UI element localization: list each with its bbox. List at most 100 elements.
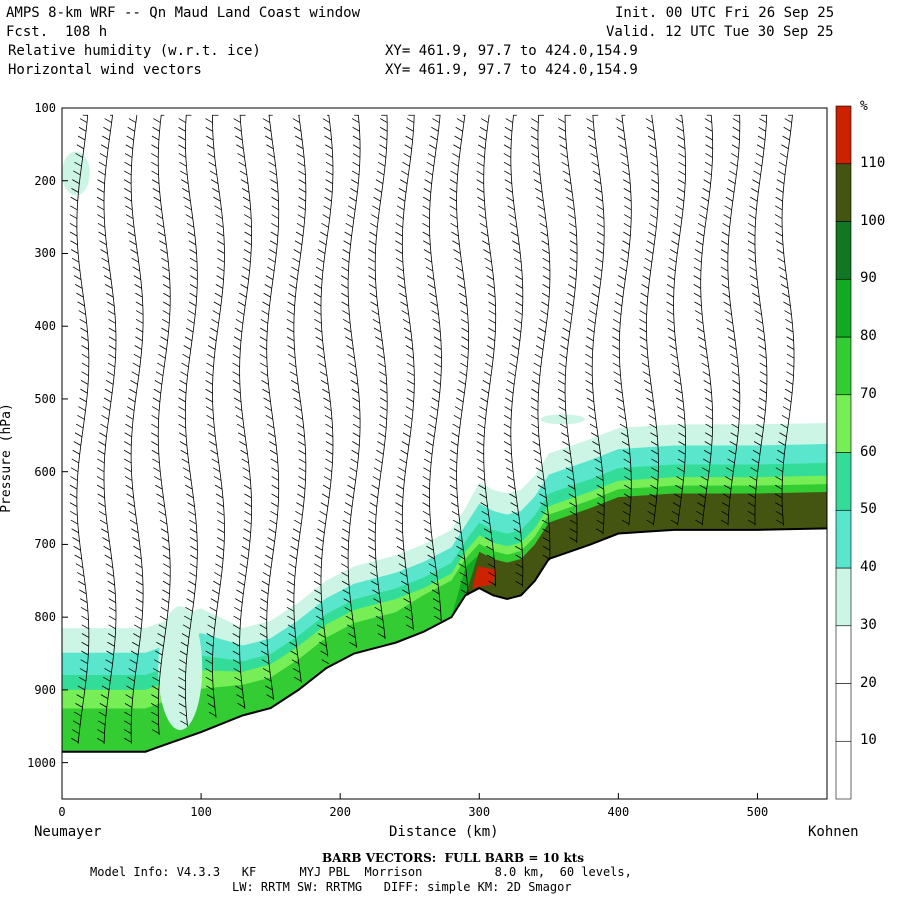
wind-barb-feathers bbox=[503, 118, 524, 586]
wind-barb-staff bbox=[727, 114, 741, 526]
y-tick-label: 100 bbox=[34, 101, 56, 115]
wind-barb-feathers bbox=[693, 118, 713, 525]
wind-barb-staff bbox=[673, 114, 686, 526]
rh-saturation-peak bbox=[472, 566, 496, 589]
wind-barb-feathers bbox=[151, 118, 171, 734]
wind-barb-feathers bbox=[585, 118, 605, 534]
y-tick-label: 200 bbox=[34, 173, 56, 188]
y-tick-label: 800 bbox=[34, 610, 56, 625]
wind-barb-feathers bbox=[286, 118, 307, 682]
wind-barb-feathers bbox=[232, 118, 252, 708]
colorbar-level-label: 50 bbox=[860, 501, 877, 518]
wind-barb-staff bbox=[429, 114, 442, 622]
x-tick-label: 500 bbox=[746, 805, 769, 819]
wind-barb-staff bbox=[781, 114, 795, 526]
colorbar-swatch bbox=[835, 625, 852, 684]
x-tick-label: 100 bbox=[190, 805, 212, 819]
terrain-mask bbox=[62, 528, 827, 799]
wind-barb-staff bbox=[212, 114, 225, 718]
rh-dry-core bbox=[158, 606, 203, 731]
wind-barb-feathers bbox=[259, 118, 279, 699]
wind-barb-staff bbox=[239, 114, 253, 709]
wind-barb-feathers bbox=[476, 118, 496, 586]
colorbar-swatch bbox=[835, 683, 852, 742]
y-axis-label: Pressure (hPa) bbox=[0, 403, 14, 513]
wind-barb-feathers bbox=[313, 118, 334, 665]
wind-barb-staff bbox=[456, 114, 469, 596]
colorbar-swatch bbox=[835, 105, 852, 165]
x-tick-label: 0 bbox=[58, 805, 66, 819]
field-1-xy: XY= 461.9, 97.7 to 424.0,154.9 bbox=[385, 43, 638, 59]
wind-barb-staff bbox=[157, 114, 171, 736]
field-1-label: Relative humidity (w.r.t. ice) bbox=[8, 43, 261, 59]
wind-barb-feathers bbox=[395, 118, 415, 630]
wind-barb-feathers bbox=[666, 118, 686, 525]
wind-barb-staff bbox=[483, 114, 497, 587]
wind-barb-staff bbox=[700, 114, 714, 526]
wind-barb-feathers bbox=[69, 118, 90, 743]
x-tick-label: 300 bbox=[468, 805, 491, 819]
rh-band-70-80 bbox=[62, 484, 827, 752]
wind-barb-staff bbox=[618, 114, 632, 526]
y-tick-label: 400 bbox=[34, 319, 56, 334]
rh-upper-patch bbox=[62, 151, 90, 196]
y-tick-label: 1000 bbox=[27, 755, 56, 770]
wind-barb-feathers bbox=[205, 118, 225, 717]
colorbar-level-label: 70 bbox=[860, 385, 877, 402]
wind-barb-staff bbox=[646, 114, 659, 526]
wind-barb-feathers bbox=[530, 118, 551, 560]
wind-barb-staff bbox=[374, 114, 388, 640]
colorbar-swatch bbox=[835, 509, 852, 569]
wind-barb-feathers bbox=[720, 118, 740, 525]
y-tick-label: 900 bbox=[34, 682, 56, 697]
wind-barb-feathers bbox=[422, 118, 442, 621]
colorbar-swatch bbox=[835, 336, 852, 396]
wind-barb-staff bbox=[401, 114, 415, 631]
wind-barb-staff bbox=[537, 114, 551, 561]
colorbar-level-label: 40 bbox=[860, 559, 877, 575]
rh-band-100-110 bbox=[62, 492, 827, 752]
colorbar-swatch bbox=[835, 740, 852, 800]
wind-barb-feathers bbox=[557, 118, 578, 542]
colorbar-swatch bbox=[835, 452, 852, 511]
colorbar-swatch bbox=[835, 278, 852, 338]
field-2-label: Horizontal wind vectors bbox=[8, 62, 202, 78]
colorbar-level-label: 80 bbox=[860, 328, 877, 344]
barb-note: BARB VECTORS: FULL BARB = 10 kts bbox=[322, 851, 585, 865]
valid-time: Valid. 12 UTC Tue 30 Sep 25 bbox=[606, 24, 834, 40]
colorbar-unit: % bbox=[860, 99, 868, 114]
rh-mid-patch bbox=[540, 414, 585, 425]
wind-barb-feathers bbox=[449, 118, 469, 595]
wind-barb-feathers bbox=[178, 118, 198, 726]
colorbar-swatch bbox=[835, 394, 852, 453]
x-endpoint-right: Kohnen bbox=[808, 824, 859, 840]
colorbar-level-label: 30 bbox=[860, 616, 877, 633]
colorbar-swatch bbox=[835, 567, 852, 627]
x-axis-label: Distance (km) bbox=[389, 824, 499, 840]
colorbar-level-label: 20 bbox=[860, 674, 877, 691]
x-tick-label: 400 bbox=[607, 805, 630, 819]
plot-frame bbox=[61, 107, 828, 800]
wind-barb-feathers bbox=[123, 118, 144, 743]
wind-barb-feathers bbox=[774, 118, 795, 525]
wind-barb-feathers bbox=[96, 118, 117, 743]
wind-barb-staff bbox=[564, 114, 578, 543]
wind-barb-feathers bbox=[612, 118, 632, 525]
terrain-surface-line bbox=[62, 527, 827, 753]
colorbar-level-label: 100 bbox=[860, 212, 886, 229]
wind-barb-staff bbox=[293, 114, 307, 683]
colorbar-level-label: 60 bbox=[860, 443, 877, 460]
init-time: Init. 00 UTC Fri 26 Sep 25 bbox=[615, 5, 835, 21]
y-tick-label: 500 bbox=[34, 391, 56, 406]
chart-title: AMPS 8-km WRF -- Qn Maud Land Coast wind… bbox=[6, 5, 361, 21]
x-tick-label: 200 bbox=[329, 805, 352, 819]
colorbar-level-label: 10 bbox=[860, 732, 877, 749]
wind-barb-feathers bbox=[368, 118, 388, 638]
wind-barb-staff bbox=[266, 114, 280, 701]
wind-barb-staff bbox=[347, 114, 361, 648]
wind-barb-feathers bbox=[340, 118, 361, 647]
field-2-xy: XY= 461.9, 97.7 to 424.0,154.9 bbox=[385, 62, 638, 78]
y-tick-label: 300 bbox=[34, 246, 56, 261]
y-tick-label: 700 bbox=[34, 537, 56, 552]
